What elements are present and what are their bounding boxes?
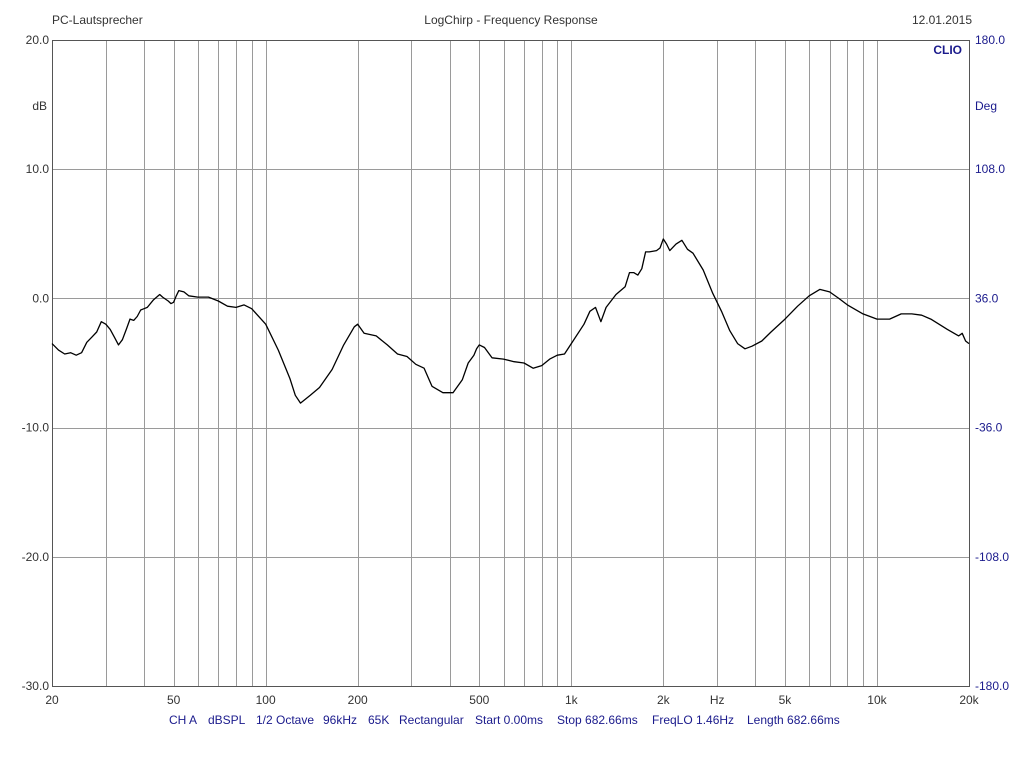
x-axis-tick-label: 20: [45, 693, 59, 707]
x-axis-tick-label: 20k: [959, 693, 979, 707]
left-axis-ticks: 20.0 10.0 0.0 -10.0 -20.0 -30.0: [22, 33, 50, 693]
footer-item: FreqLO 1.46Hz: [652, 713, 734, 727]
left-axis-tick-label: -20.0: [22, 550, 50, 564]
clio-brand-label: CLIO: [933, 43, 962, 57]
footer-info: CH A dBSPL 1/2 Octave 96kHz 65K Rectangular St…: [169, 713, 840, 727]
right-axis-ticks: 180.0 108.0 36.0 -36.0 -108.0 -180.0: [975, 33, 1009, 693]
footer-item: Start 0.00ms: [475, 713, 543, 727]
left-axis-tick-label: 0.0: [32, 291, 49, 305]
left-axis-tick-label: 20.0: [26, 33, 50, 47]
right-axis-unit: Deg: [975, 99, 997, 113]
footer-item: Stop 682.66ms: [557, 713, 638, 727]
right-axis-tick-label: 36.0: [975, 291, 999, 305]
x-axis-tick-label: 500: [469, 693, 489, 707]
left-axis-tick-label: -30.0: [22, 679, 50, 693]
footer-item: Rectangular: [399, 713, 464, 727]
footer-item: 1/2 Octave: [256, 713, 314, 727]
x-axis-tick-label: Hz: [710, 693, 725, 707]
footer-item: dBSPL: [208, 713, 246, 727]
x-axis-tick-label: 50: [167, 693, 181, 707]
header-title: LogChirp - Frequency Response: [424, 13, 598, 27]
x-axis-tick-label: 10k: [867, 693, 887, 707]
footer-item: 96kHz: [323, 713, 357, 727]
right-axis-tick-label: -108.0: [975, 550, 1009, 564]
x-axis-tick-label: 5k: [779, 693, 793, 707]
left-axis-unit: dB: [32, 99, 47, 113]
footer-item: CH A: [169, 713, 197, 727]
x-axis-tick-label: 200: [348, 693, 368, 707]
right-axis-tick-label: 108.0: [975, 162, 1005, 176]
left-axis-tick-label: 10.0: [26, 162, 50, 176]
header-left-label: PC-Lautsprecher: [52, 13, 143, 27]
footer-item: 65K: [368, 713, 389, 727]
plot-frame: [52, 40, 970, 687]
footer-item: Length 682.66ms: [747, 713, 840, 727]
x-axis-ticks: 20 50 100 200 500 1k 2k Hz 5k 10k 20k: [45, 693, 979, 707]
x-axis-tick-label: 1k: [565, 693, 579, 707]
response-curve: [51, 238, 970, 404]
header-date: 12.01.2015: [912, 13, 972, 27]
right-axis-tick-label: -180.0: [975, 679, 1009, 693]
right-axis-tick-label: 180.0: [975, 33, 1005, 47]
right-axis-tick-label: -36.0: [975, 421, 1003, 435]
x-axis-tick-label: 2k: [657, 693, 671, 707]
x-axis-tick-label: 100: [256, 693, 276, 707]
left-axis-tick-label: -10.0: [22, 421, 50, 435]
grid-lines: [52, 40, 969, 686]
